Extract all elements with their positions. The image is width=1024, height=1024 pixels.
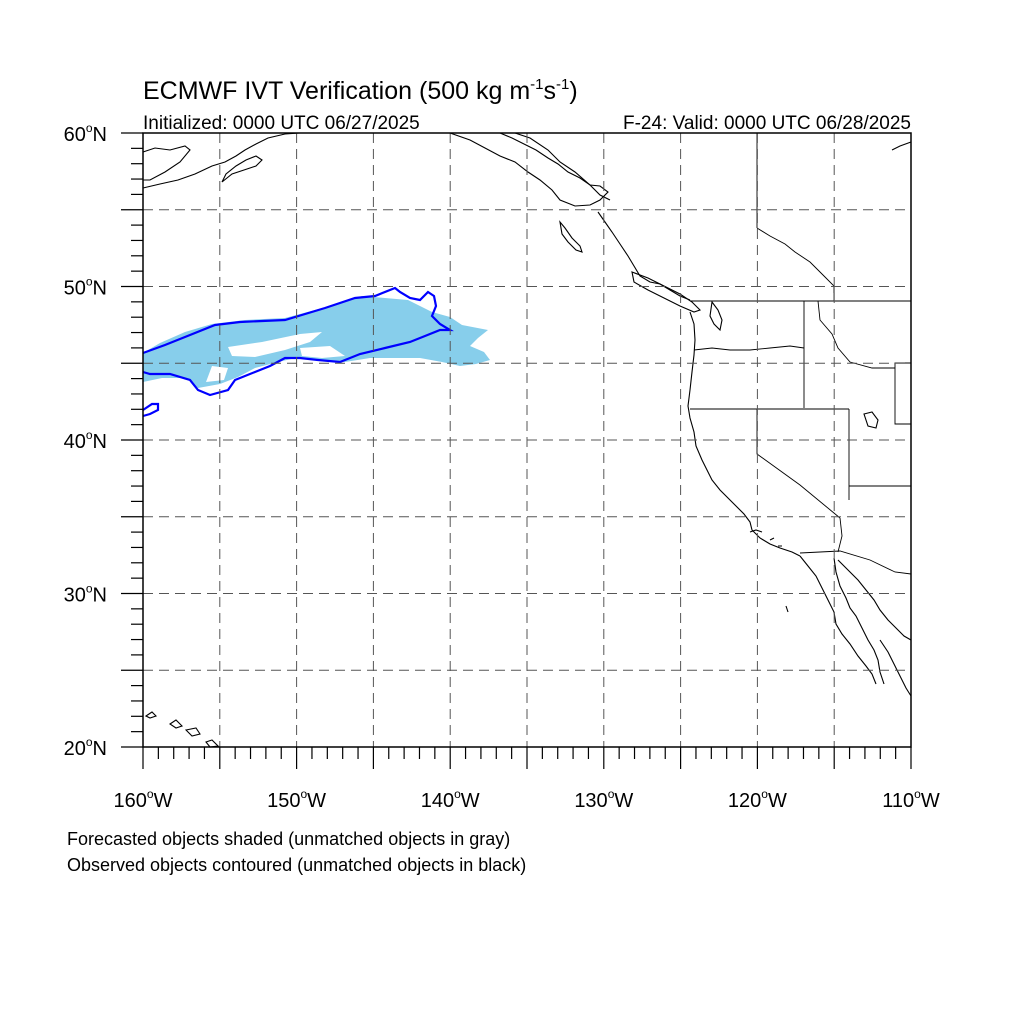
observed-object-contours [142, 286, 454, 418]
coastline-alaska-panhandle [514, 132, 611, 201]
forecast-note: Forecasted objects shaded (unmatched obj… [67, 829, 511, 849]
forecast-gap-3 [206, 366, 228, 382]
coastline-baja-east [833, 557, 885, 685]
forecast-gap-1 [228, 332, 322, 357]
latitude-labels: 60oN 50oN 40oN 30oN 20oN [64, 121, 107, 760]
coastline-channel-islands [749, 529, 782, 547]
latitude-label: 60oN [64, 121, 107, 146]
figure-notes: Forecasted objects shaded (unmatched obj… [67, 826, 526, 878]
title-main: ECMWF IVT Verification (500 kg m [143, 77, 530, 105]
border-ca-nv [756, 409, 841, 519]
figure-title: ECMWF IVT Verification (500 kg m-1s-1) [143, 76, 578, 105]
valid-time-label: F-24: Valid: 0000 UTC 06/28/2025 [623, 113, 911, 134]
map-plot-area: 60oN 50oN 40oN 30oN 20oN 160oW 150oW 140oW 130o… [64, 121, 940, 812]
coastline-puget-sound [709, 300, 723, 332]
coastline-bc [597, 211, 691, 301]
border-ca-az [837, 517, 843, 553]
latitude-label: 40oN [64, 428, 107, 453]
longitude-label: 130oW [574, 787, 633, 812]
observed-object-small-contour [142, 402, 160, 418]
title-end: ) [569, 77, 577, 105]
coastline-vancouver-island [631, 271, 702, 313]
border-bc-alberta [756, 227, 835, 301]
coastline-haida-gwaii [559, 220, 583, 253]
coastline-guadalupe-island [785, 605, 789, 613]
coastline-alaska-west [142, 145, 191, 181]
coastline-hawaii [144, 711, 220, 748]
coastline-baja-west [799, 555, 877, 685]
latitude-label: 50oN [64, 275, 107, 300]
coastline-alaska-south [142, 132, 301, 189]
border-us-mexico [799, 550, 912, 575]
longitude-label: 110oW [882, 787, 940, 812]
coastlines [142, 132, 912, 748]
forecast-gap-2 [300, 346, 345, 358]
forecast-object-main [143, 296, 490, 388]
coastline-great-salt-lake [863, 411, 879, 429]
political-boundaries [690, 133, 912, 575]
coastline-kodiak [221, 155, 263, 183]
init-time-label: Initialized: 0000 UTC 06/27/2025 [143, 113, 420, 134]
map-gridlines [143, 133, 911, 747]
longitude-labels: 160oW 150oW 140oW 130oW 120oW 110oW [114, 787, 940, 812]
forecast-object-shading [143, 296, 490, 388]
border-id-mt [817, 300, 895, 369]
longitude-label: 160oW [114, 787, 173, 812]
title-sup-1: -1 [530, 76, 543, 93]
longitude-label: 120oW [728, 787, 787, 812]
map-ticks [121, 132, 912, 769]
coastline-gulf-of-alaska [449, 132, 609, 207]
longitude-label: 150oW [267, 787, 326, 812]
longitude-label: 140oW [421, 787, 480, 812]
coastline-alaska-ne [891, 141, 912, 151]
coastline-mainland-mexico [837, 559, 912, 641]
border-wa-or [693, 345, 805, 351]
observed-object-main-contour [142, 286, 454, 397]
latitude-label: 30oN [64, 582, 107, 607]
title-sup-2: -1 [556, 76, 569, 93]
latitude-label: 20oN [64, 735, 107, 760]
observed-note: Observed objects contoured (unmatched ob… [67, 855, 527, 875]
coastline-west-coast [687, 311, 801, 557]
title-mid: s [544, 77, 557, 105]
